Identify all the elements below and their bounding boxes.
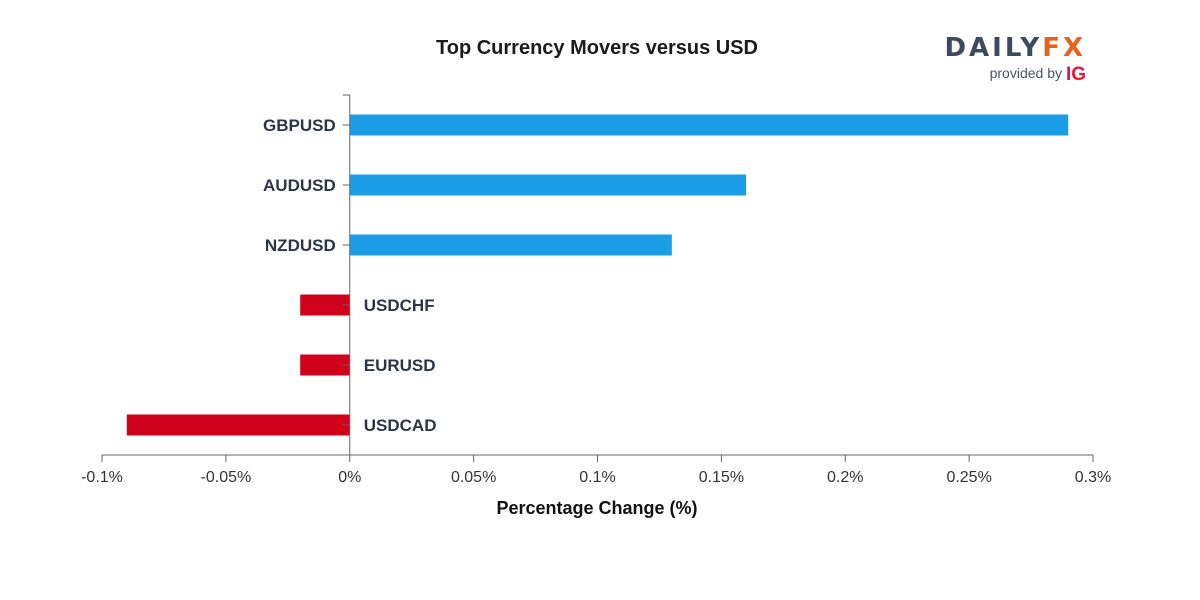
category-label: AUDUSD <box>263 176 336 195</box>
logo-fx-text: FX <box>1042 33 1086 63</box>
logo-wordmark: DAILYFX <box>944 33 1086 63</box>
x-tick-label: 0.15% <box>699 469 744 486</box>
category-label: USDCHF <box>364 296 435 315</box>
x-tick-label: 0.25% <box>946 469 991 486</box>
bar-eurusd <box>300 354 350 376</box>
x-tick-label: 0% <box>338 469 361 486</box>
bar-usdchf <box>300 294 350 316</box>
category-label: EURUSD <box>364 356 436 375</box>
logo-ig-text: IG <box>1066 64 1086 85</box>
x-tick-label: 0.3% <box>1075 469 1111 486</box>
x-axis: -0.1% -0.05% 0% 0.05% 0.1% 0.15% 0.2% 0.25% 0.3% <box>81 454 1111 486</box>
x-tick-label: 0.1% <box>579 469 615 486</box>
x-tick-label: 0.05% <box>451 469 496 486</box>
x-tick-label: -0.05% <box>201 469 252 486</box>
bars-layer <box>126 114 1069 436</box>
bar-usdcad <box>126 414 350 436</box>
dailyfx-logo: DAILYFX provided by IG <box>944 33 1086 85</box>
x-axis-title: Percentage Change (%) <box>496 498 697 518</box>
logo-daily-text: DAILY <box>944 33 1042 63</box>
logo-provided-by: provided by <box>990 65 1062 81</box>
chart-title: Top Currency Movers versus USD <box>436 37 758 59</box>
bar-gbpusd <box>349 114 1069 136</box>
x-tick-label: -0.1% <box>81 469 123 486</box>
bar-nzdusd <box>349 234 672 256</box>
category-label: NZDUSD <box>265 236 336 255</box>
category-label: GBPUSD <box>263 116 336 135</box>
bar-audusd <box>349 174 747 196</box>
x-tick-label: 0.2% <box>827 469 863 486</box>
y-axis: GBPUSD AUDUSD NZDUSD USDCHF EURUSD USDCAD <box>263 94 437 455</box>
category-label: USDCAD <box>364 416 437 435</box>
